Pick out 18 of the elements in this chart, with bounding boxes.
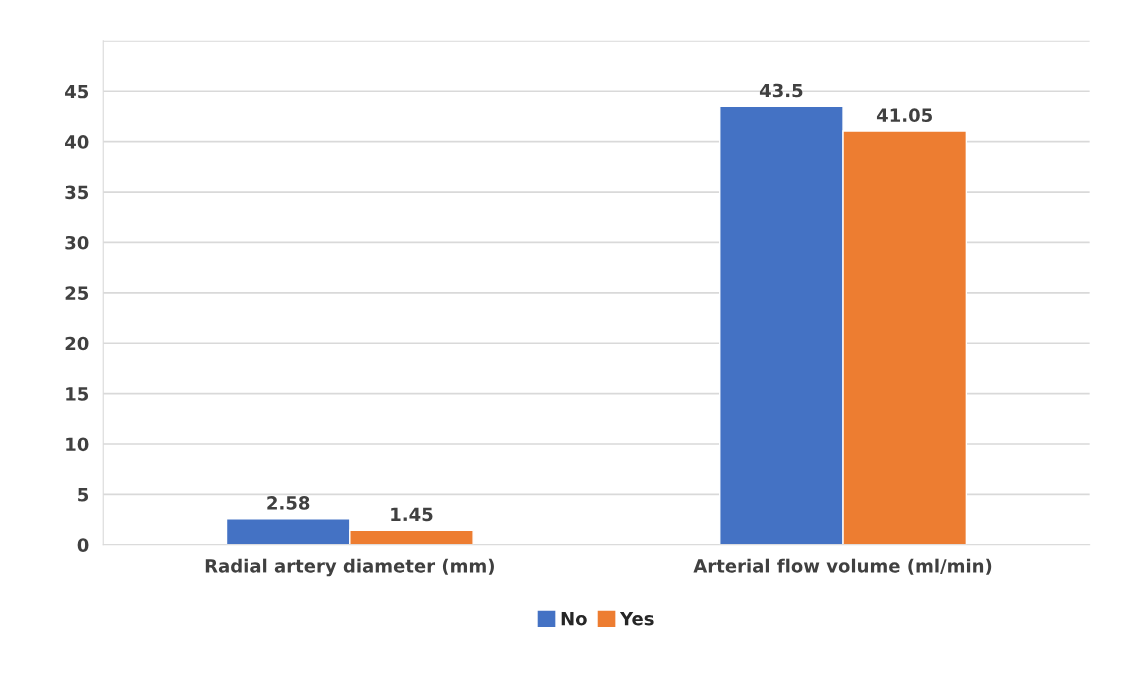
y-tick-label: 5	[78, 488, 89, 502]
legend-label: Yes	[619, 612, 654, 626]
y-tick-label: 30	[65, 235, 89, 250]
y-tick-label: 25	[65, 286, 89, 300]
data-label: 1.45	[391, 507, 433, 522]
data-label: 2.58	[267, 496, 310, 510]
x-tick-label: Arterial flow volume (ml/min)	[693, 558, 992, 575]
y-tick-label: 15	[66, 387, 89, 401]
data-label: 43.5	[759, 83, 803, 98]
x-tick-label: Radial artery diameter (mm)	[205, 558, 494, 577]
data-label: 41.05	[876, 108, 932, 123]
legend-label: No	[561, 612, 587, 626]
y-tick-label: 40	[65, 135, 89, 149]
y-tick-label: 0	[77, 538, 89, 552]
y-tick-label: 20	[65, 336, 89, 351]
y-tick-label: 10	[66, 437, 89, 452]
y-tick-label: 35	[65, 185, 89, 200]
y-tick-label: 45	[65, 84, 89, 99]
